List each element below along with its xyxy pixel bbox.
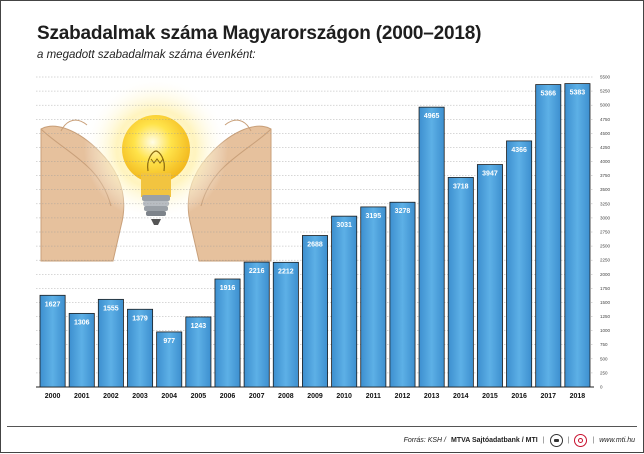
y-tick-label: 5000 (600, 103, 611, 108)
bar-value-label: 1555 (103, 305, 119, 312)
bar-value-label: 3195 (366, 213, 382, 220)
y-tick-label: 5250 (600, 89, 611, 94)
bar-2002 (97, 298, 124, 388)
bar-value-label: 1306 (74, 319, 90, 326)
bar-2004 (156, 331, 183, 388)
bar-value-label: 1243 (191, 323, 207, 330)
bar-value-label: 3031 (336, 222, 352, 229)
bar-value-label: 2216 (249, 268, 265, 275)
y-tick-label: 750 (600, 342, 608, 347)
bar-2000 (39, 294, 66, 388)
bar-2007 (243, 261, 270, 388)
y-tick-label: 2750 (600, 230, 611, 235)
chart-title: Szabadalmak száma Magyarországon (2000–2… (37, 23, 482, 44)
separator: | (567, 436, 570, 444)
bar-2006 (214, 278, 241, 388)
x-tick-label: 2012 (395, 393, 411, 400)
bar-value-label: 2688 (307, 241, 323, 248)
y-tick-label: 0 (600, 385, 603, 390)
bar-value-label: 4366 (511, 147, 527, 154)
bar-2011 (360, 206, 387, 388)
y-tick-label: 2250 (600, 258, 611, 263)
y-tick-label: 500 (600, 356, 608, 361)
x-tick-label: 2016 (511, 393, 527, 400)
bar-2016 (506, 140, 533, 388)
x-tick-label: 2008 (278, 393, 294, 400)
y-tick-label: 1250 (600, 314, 611, 319)
bar-value-label: 3718 (453, 183, 469, 190)
x-tick-label: 2007 (249, 393, 265, 400)
y-tick-label: 250 (600, 370, 608, 375)
separator: | (542, 436, 545, 444)
x-tick-label: 2013 (424, 393, 440, 400)
bar-2018 (564, 83, 591, 388)
bar-2008 (272, 261, 299, 388)
footer-divider (7, 426, 637, 427)
y-tick-label: 1750 (600, 286, 611, 291)
bar-2012 (389, 201, 416, 388)
bar-2003 (127, 308, 154, 388)
bar-value-label: 3278 (395, 208, 411, 215)
footer: Forrás: KSH / MTVA Sajtóadatbank / MTI |… (404, 432, 635, 448)
y-tick-label: 3250 (600, 201, 611, 206)
x-tick-label: 2010 (336, 393, 352, 400)
source-url[interactable]: www.mti.hu (599, 436, 635, 444)
x-tick-label: 2002 (103, 393, 119, 400)
x-tick-label: 2000 (45, 393, 61, 400)
bar-value-label: 1379 (132, 315, 148, 322)
brand-text: MTVA Sajtóadatbank / MTI (450, 436, 538, 444)
bar-value-label: 5366 (540, 91, 556, 98)
x-tick-label: 2009 (307, 393, 323, 400)
y-tick-label: 1500 (600, 300, 611, 305)
bar-value-label: 977 (163, 338, 175, 345)
x-tick-label: 2017 (540, 393, 556, 400)
y-tick-label: 5500 (600, 75, 611, 80)
x-tick-label: 2004 (161, 393, 177, 400)
y-tick-label: 3500 (600, 187, 611, 192)
source-text: Forrás: KSH / (403, 436, 446, 444)
x-tick-label: 2018 (570, 393, 586, 400)
bar-value-label: 1627 (45, 301, 61, 308)
x-tick-label: 2014 (453, 393, 469, 400)
y-tick-label: 1000 (600, 328, 611, 333)
y-tick-label: 2500 (600, 244, 611, 249)
x-tick-label: 2011 (366, 393, 381, 400)
bar-2014 (447, 177, 474, 388)
bar-value-label: 2212 (278, 268, 294, 275)
x-tick-label: 2006 (220, 393, 236, 400)
bar-value-label: 1916 (220, 285, 236, 292)
bar-2010 (331, 215, 358, 388)
x-tick-label: 2005 (191, 393, 207, 400)
x-tick-label: 2001 (74, 393, 90, 400)
y-tick-label: 4250 (600, 145, 611, 150)
bar-value-label: 4965 (424, 113, 440, 120)
bar-2017 (535, 84, 562, 388)
bar-2009 (302, 235, 328, 388)
x-tick-label: 2003 (132, 393, 148, 400)
y-tick-label: 2000 (600, 272, 611, 277)
y-tick-label: 4750 (600, 117, 611, 122)
bar-2005 (185, 316, 212, 388)
y-tick-label: 3750 (600, 173, 611, 178)
chart-subtitle: a megadott szabadalmak száma évenként: (37, 49, 256, 61)
bar-value-label: 5383 (570, 90, 586, 97)
separator: | (592, 436, 595, 444)
y-tick-label: 3000 (600, 215, 611, 220)
mti-logo-icon (574, 433, 588, 447)
bar-2013 (418, 106, 445, 388)
mtva-logo-icon (549, 433, 563, 447)
bar-value-label: 3947 (482, 171, 498, 178)
y-tick-label: 4000 (600, 159, 611, 164)
x-tick-label: 2015 (482, 393, 498, 400)
y-tick-label: 4500 (600, 131, 611, 136)
bar-2015 (476, 164, 503, 388)
bar-2001 (68, 312, 95, 388)
